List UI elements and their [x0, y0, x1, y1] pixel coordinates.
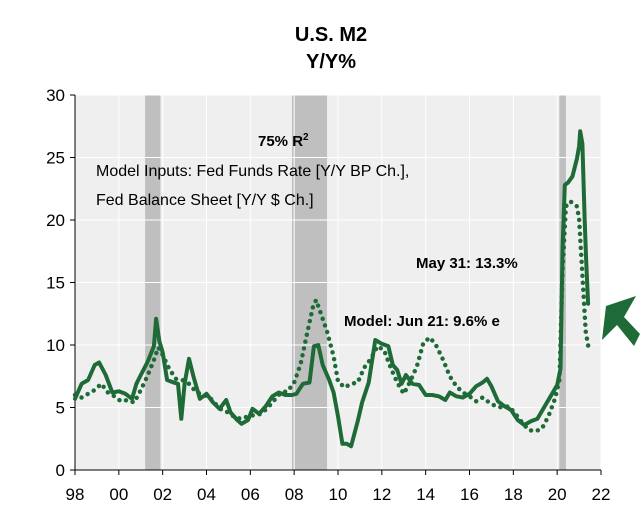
y-tick-label-25: 25	[46, 149, 65, 168]
model-value-label: Model: Jun 21: 9.6% e	[344, 313, 500, 330]
x-tick-label-2000: 00	[109, 485, 128, 504]
actual-series-line	[73, 129, 591, 449]
r-squared-label: 75% R2	[258, 132, 309, 150]
y-tick-label-5: 5	[56, 399, 65, 418]
x-axis: 98 00 02 04 06 08 10 12 14 16 18 20 22	[66, 469, 611, 504]
model-series-line	[72, 199, 592, 434]
x-tick-label-2012: 12	[372, 485, 391, 504]
x-tick-label-2004: 04	[197, 485, 216, 504]
y-tick-label-30: 30	[46, 86, 65, 105]
model-inputs-line-2: Fed Balance Sheet [Y/Y $ Ch.]	[96, 192, 314, 209]
x-tick-label-2020: 20	[548, 485, 567, 504]
model-inputs-line-1: Model Inputs: Fed Funds Rate [Y/Y BP Ch.…	[96, 163, 409, 180]
y-tick-label-15: 15	[46, 274, 65, 293]
r-squared-superscript: 2	[303, 132, 309, 143]
x-tick-label-2018: 18	[504, 485, 523, 504]
x-tick-label-2002: 02	[153, 485, 172, 504]
y-tick-label-20: 20	[46, 211, 65, 230]
gridlines	[75, 94, 602, 470]
x-tick-label-1998: 98	[66, 485, 85, 504]
x-tick-label-2016: 16	[460, 485, 479, 504]
y-tick-label-0: 0	[56, 461, 65, 480]
actual-value-label: May 31: 13.3%	[416, 255, 518, 272]
x-tick-label-2006: 06	[241, 485, 260, 504]
x-tick-label-2022: 22	[592, 485, 611, 504]
series-lines	[72, 129, 592, 449]
chart-subtitle: Y/Y%	[306, 51, 356, 73]
arrow-icon	[602, 296, 640, 346]
x-tick-label-2014: 14	[416, 485, 435, 504]
chart-title: U.S. M2	[295, 24, 367, 46]
x-tick-label-2010: 10	[329, 485, 348, 504]
y-tick-label-10: 10	[46, 336, 65, 355]
y-axis: 0 5 10 15 20 25 30	[46, 86, 76, 480]
x-tick-label-2008: 08	[285, 485, 304, 504]
